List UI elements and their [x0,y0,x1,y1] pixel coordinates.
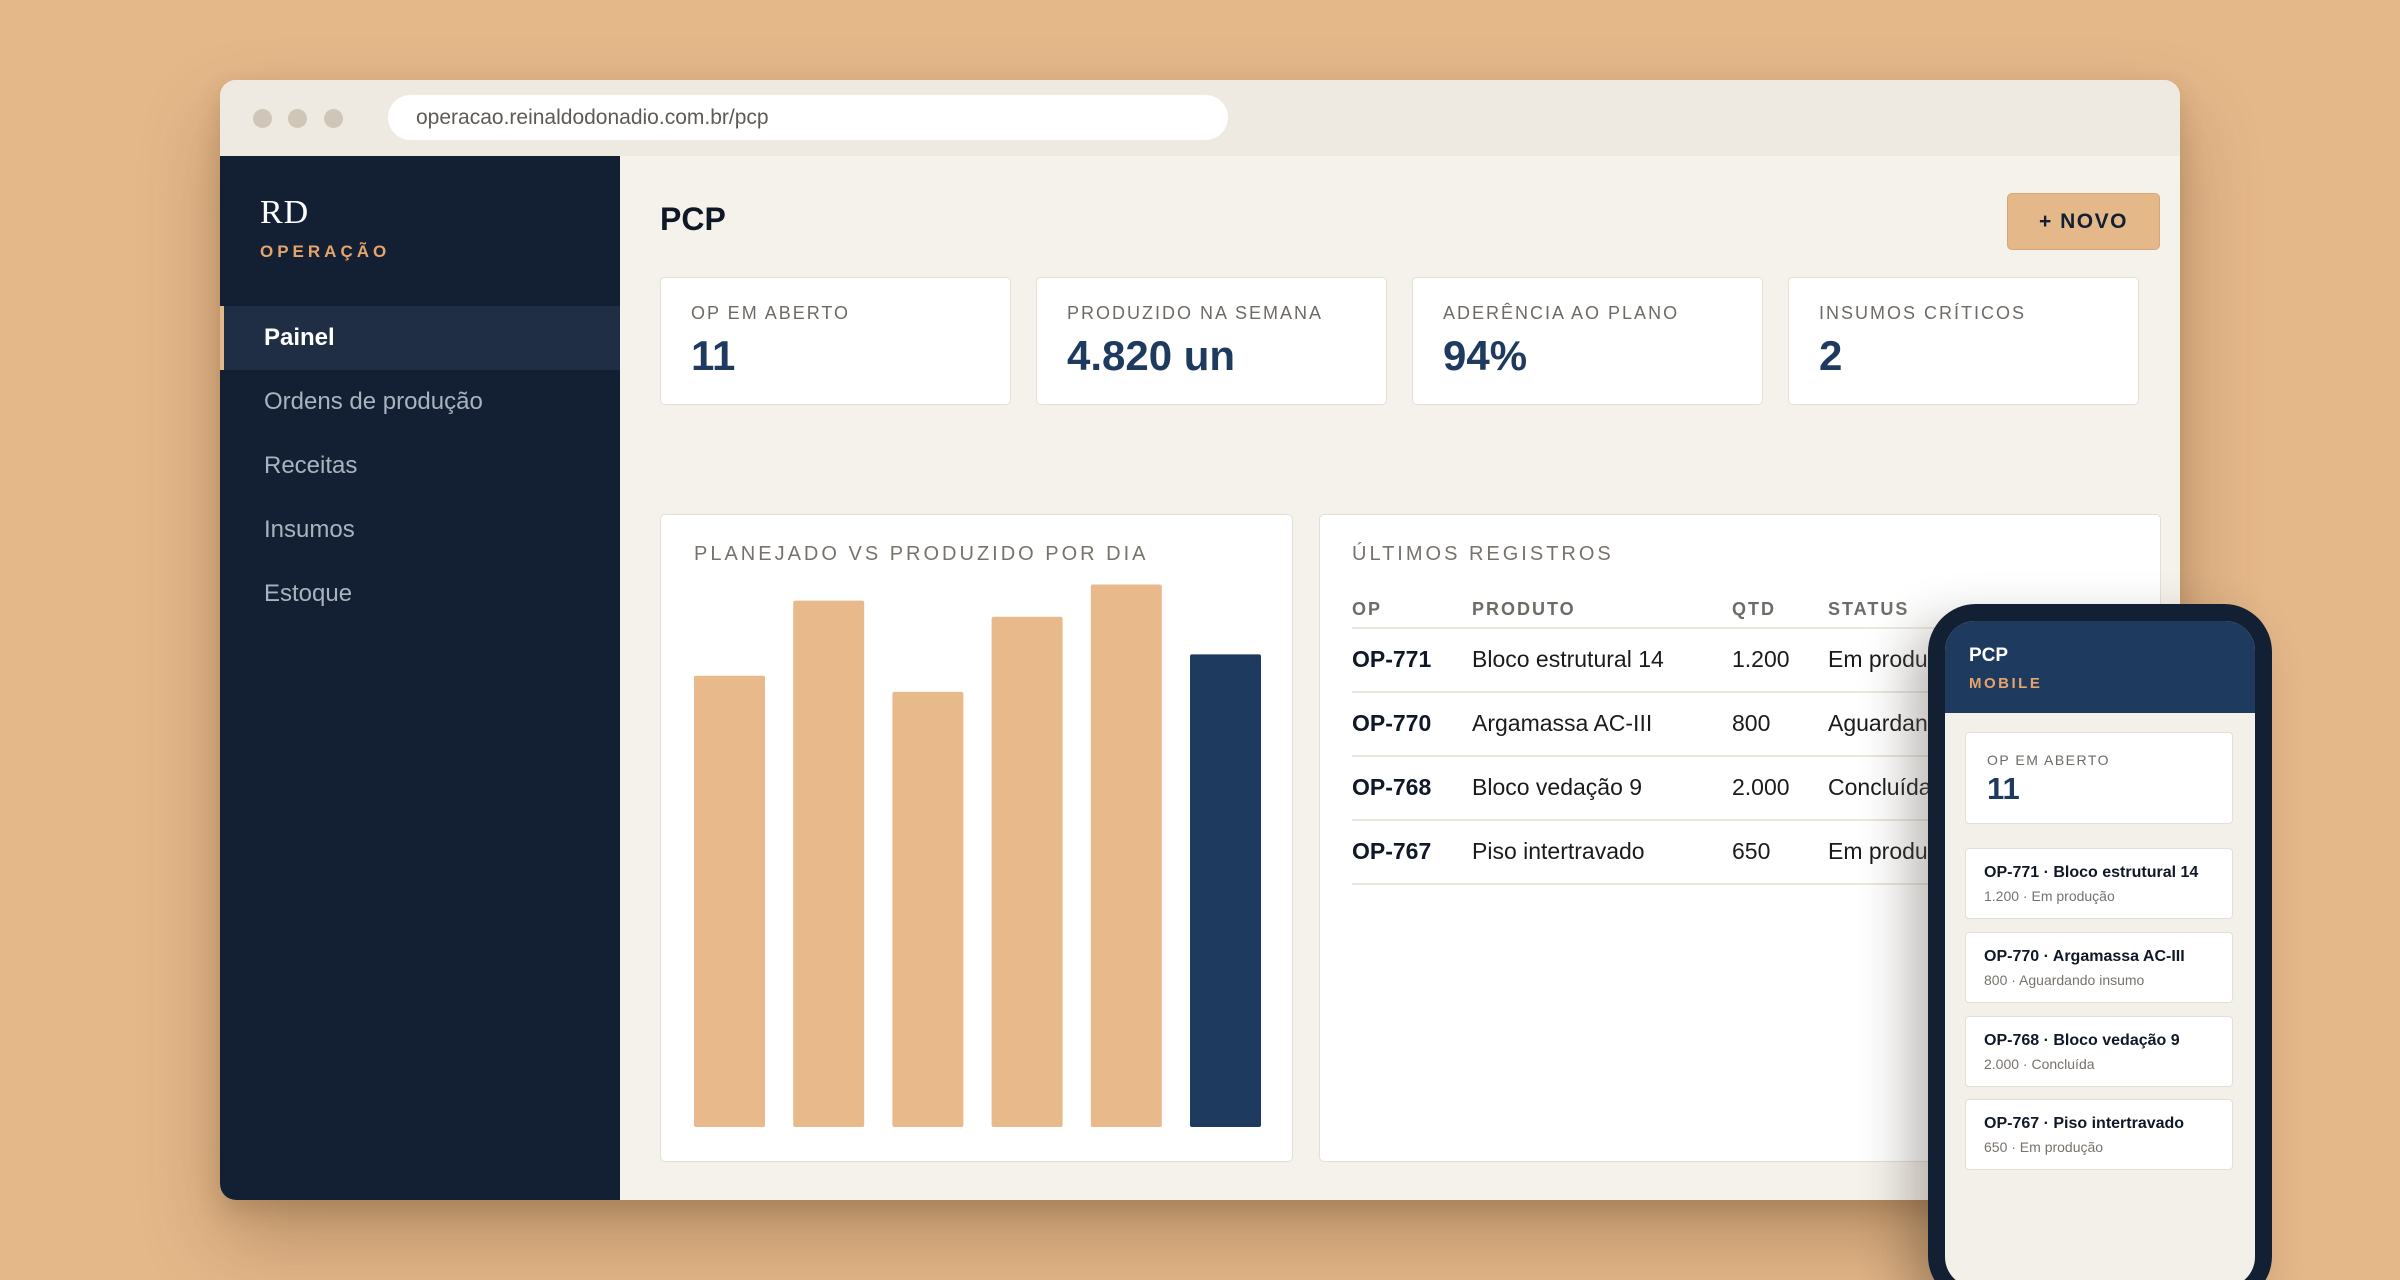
kpi-value: 11 [691,332,736,379]
row-divider [1352,819,2109,821]
browser-window: operacao.reinaldodonadio.com.br/pcp RD O… [220,80,2180,1200]
mobile-kpi-value: 11 [1987,771,2020,806]
cell-op: OP-768 [1352,774,1432,800]
new-button[interactable]: + NOVO [2007,193,2160,250]
mobile-list-item[interactable]: OP-770 · Argamassa AC-III 800 · Aguardan… [1965,932,2233,1003]
chart-bar [793,600,865,1127]
kpi-label: INSUMOS CRÍTICOS [1819,303,2027,323]
mobile-list-item[interactable]: OP-768 · Bloco vedação 9 2.000 · Concluí… [1965,1016,2233,1087]
bar-chart [694,584,1261,1127]
cell-produto: Argamassa AC-III [1472,710,1653,736]
cell-produto: Bloco estrutural 14 [1472,646,1664,672]
mobile-item-subtitle: 1.200 · Em produção [1984,888,2115,904]
chart-card: PLANEJADO VS PRODUZIDO POR DIA [660,514,1293,1162]
kpi-card-aderencia-ao-plano: ADERÊNCIA AO PLANO 94% [1412,277,1763,405]
mobile-item-title: OP-767 · Piso intertravado [1984,1115,2185,1132]
mobile-list-item[interactable]: OP-771 · Bloco estrutural 14 1.200 · Em … [1965,848,2233,919]
cell-op: OP-770 [1352,710,1432,736]
column-header-qtd: QTD [1732,599,1776,619]
chart-bar [1190,654,1261,1127]
window-maximize-dot[interactable] [324,109,343,128]
mobile-item-title: OP-771 · Bloco estrutural 14 [1984,864,2199,881]
kpi-label: PRODUZIDO NA SEMANA [1067,303,1324,323]
kpi-card-op-em-aberto: OP EM ABERTO 11 [660,277,1011,405]
sidebar-item-ordens-de-producao[interactable]: Ordens de produção [264,388,483,415]
records-title: ÚLTIMOS REGISTROS [1352,543,1614,565]
kpi-card-produzido-na-semana: PRODUZIDO NA SEMANA 4.820 un [1036,277,1387,405]
mobile-subtitle: MOBILE [1969,675,2043,692]
page-title: PCP [660,201,726,237]
kpi-value: 4.820 un [1067,332,1236,379]
kpi-card-insumos-criticos: INSUMOS CRÍTICOS 2 [1788,277,2139,405]
cell-qtd: 2.000 [1732,774,1790,800]
mobile-item-title: OP-770 · Argamassa AC-III [1984,948,2185,965]
browser-toolbar: operacao.reinaldodonadio.com.br/pcp [220,80,2180,156]
kpi-value: 94% [1443,332,1528,379]
chart-title: PLANEJADO VS PRODUZIDO POR DIA [694,543,1149,565]
mobile-item-title: OP-768 · Bloco vedação 9 [1984,1032,2180,1049]
cell-status: Concluída [1828,774,1932,800]
window-minimize-dot[interactable] [288,109,307,128]
row-divider [1352,755,2109,757]
column-header-status: STATUS [1828,599,1910,619]
window-close-dot[interactable] [253,109,272,128]
mobile-header: PCP MOBILE [1945,621,2255,713]
mobile-title: PCP [1969,645,2009,666]
chart-bar [892,691,964,1127]
chart-bar [1090,584,1162,1127]
mobile-kpi-label: OP EM ABERTO [1987,752,2111,768]
sidebar-item-estoque[interactable]: Estoque [264,580,353,607]
table-bottom-divider [1352,883,2109,885]
cell-produto: Bloco vedação 9 [1472,774,1643,800]
sidebar-item-receitas[interactable]: Receitas [264,452,358,479]
mobile-item-subtitle: 2.000 · Concluída [1984,1056,2095,1072]
sidebar-item-insumos[interactable]: Insumos [264,516,355,543]
row-divider [1352,691,2109,693]
column-header-op: OP [1352,599,1383,619]
address-bar[interactable]: operacao.reinaldodonadio.com.br/pcp [388,95,1228,140]
cell-qtd: 1.200 [1732,646,1790,672]
mobile-phone-mockup: PCP MOBILE OP EM ABERTO 11 OP-771 · Bloc… [1928,604,2272,1280]
cell-qtd: 650 [1732,838,1771,864]
row-divider [1352,627,2109,629]
kpi-label: OP EM ABERTO [691,303,851,323]
chart-bar [694,675,765,1127]
logo-subtitle: OPERAÇÃO [260,242,391,261]
column-header-produto: PRODUTO [1472,599,1576,619]
logo-mark: RD [260,194,310,231]
mobile-screen: PCP MOBILE OP EM ABERTO 11 OP-771 · Bloc… [1945,621,2255,1280]
cell-produto: Piso intertravado [1472,838,1645,864]
cell-op: OP-767 [1352,838,1432,864]
mobile-item-subtitle: 650 · Em produção [1984,1139,2104,1155]
cell-op: OP-771 [1352,646,1432,672]
mobile-item-subtitle: 800 · Aguardando insumo [1984,972,2145,988]
chart-bar [991,616,1063,1127]
sidebar-item-painel[interactable]: Painel [220,306,620,370]
sidebar: RD OPERAÇÃO Painel Ordens de produção Re… [220,156,620,1200]
kpi-value: 2 [1819,332,1843,379]
cell-qtd: 800 [1732,710,1771,736]
mobile-kpi-card: OP EM ABERTO 11 [1965,732,2233,824]
mobile-list-item[interactable]: OP-767 · Piso intertravado 650 · Em prod… [1965,1099,2233,1170]
kpi-label: ADERÊNCIA AO PLANO [1443,303,1680,323]
